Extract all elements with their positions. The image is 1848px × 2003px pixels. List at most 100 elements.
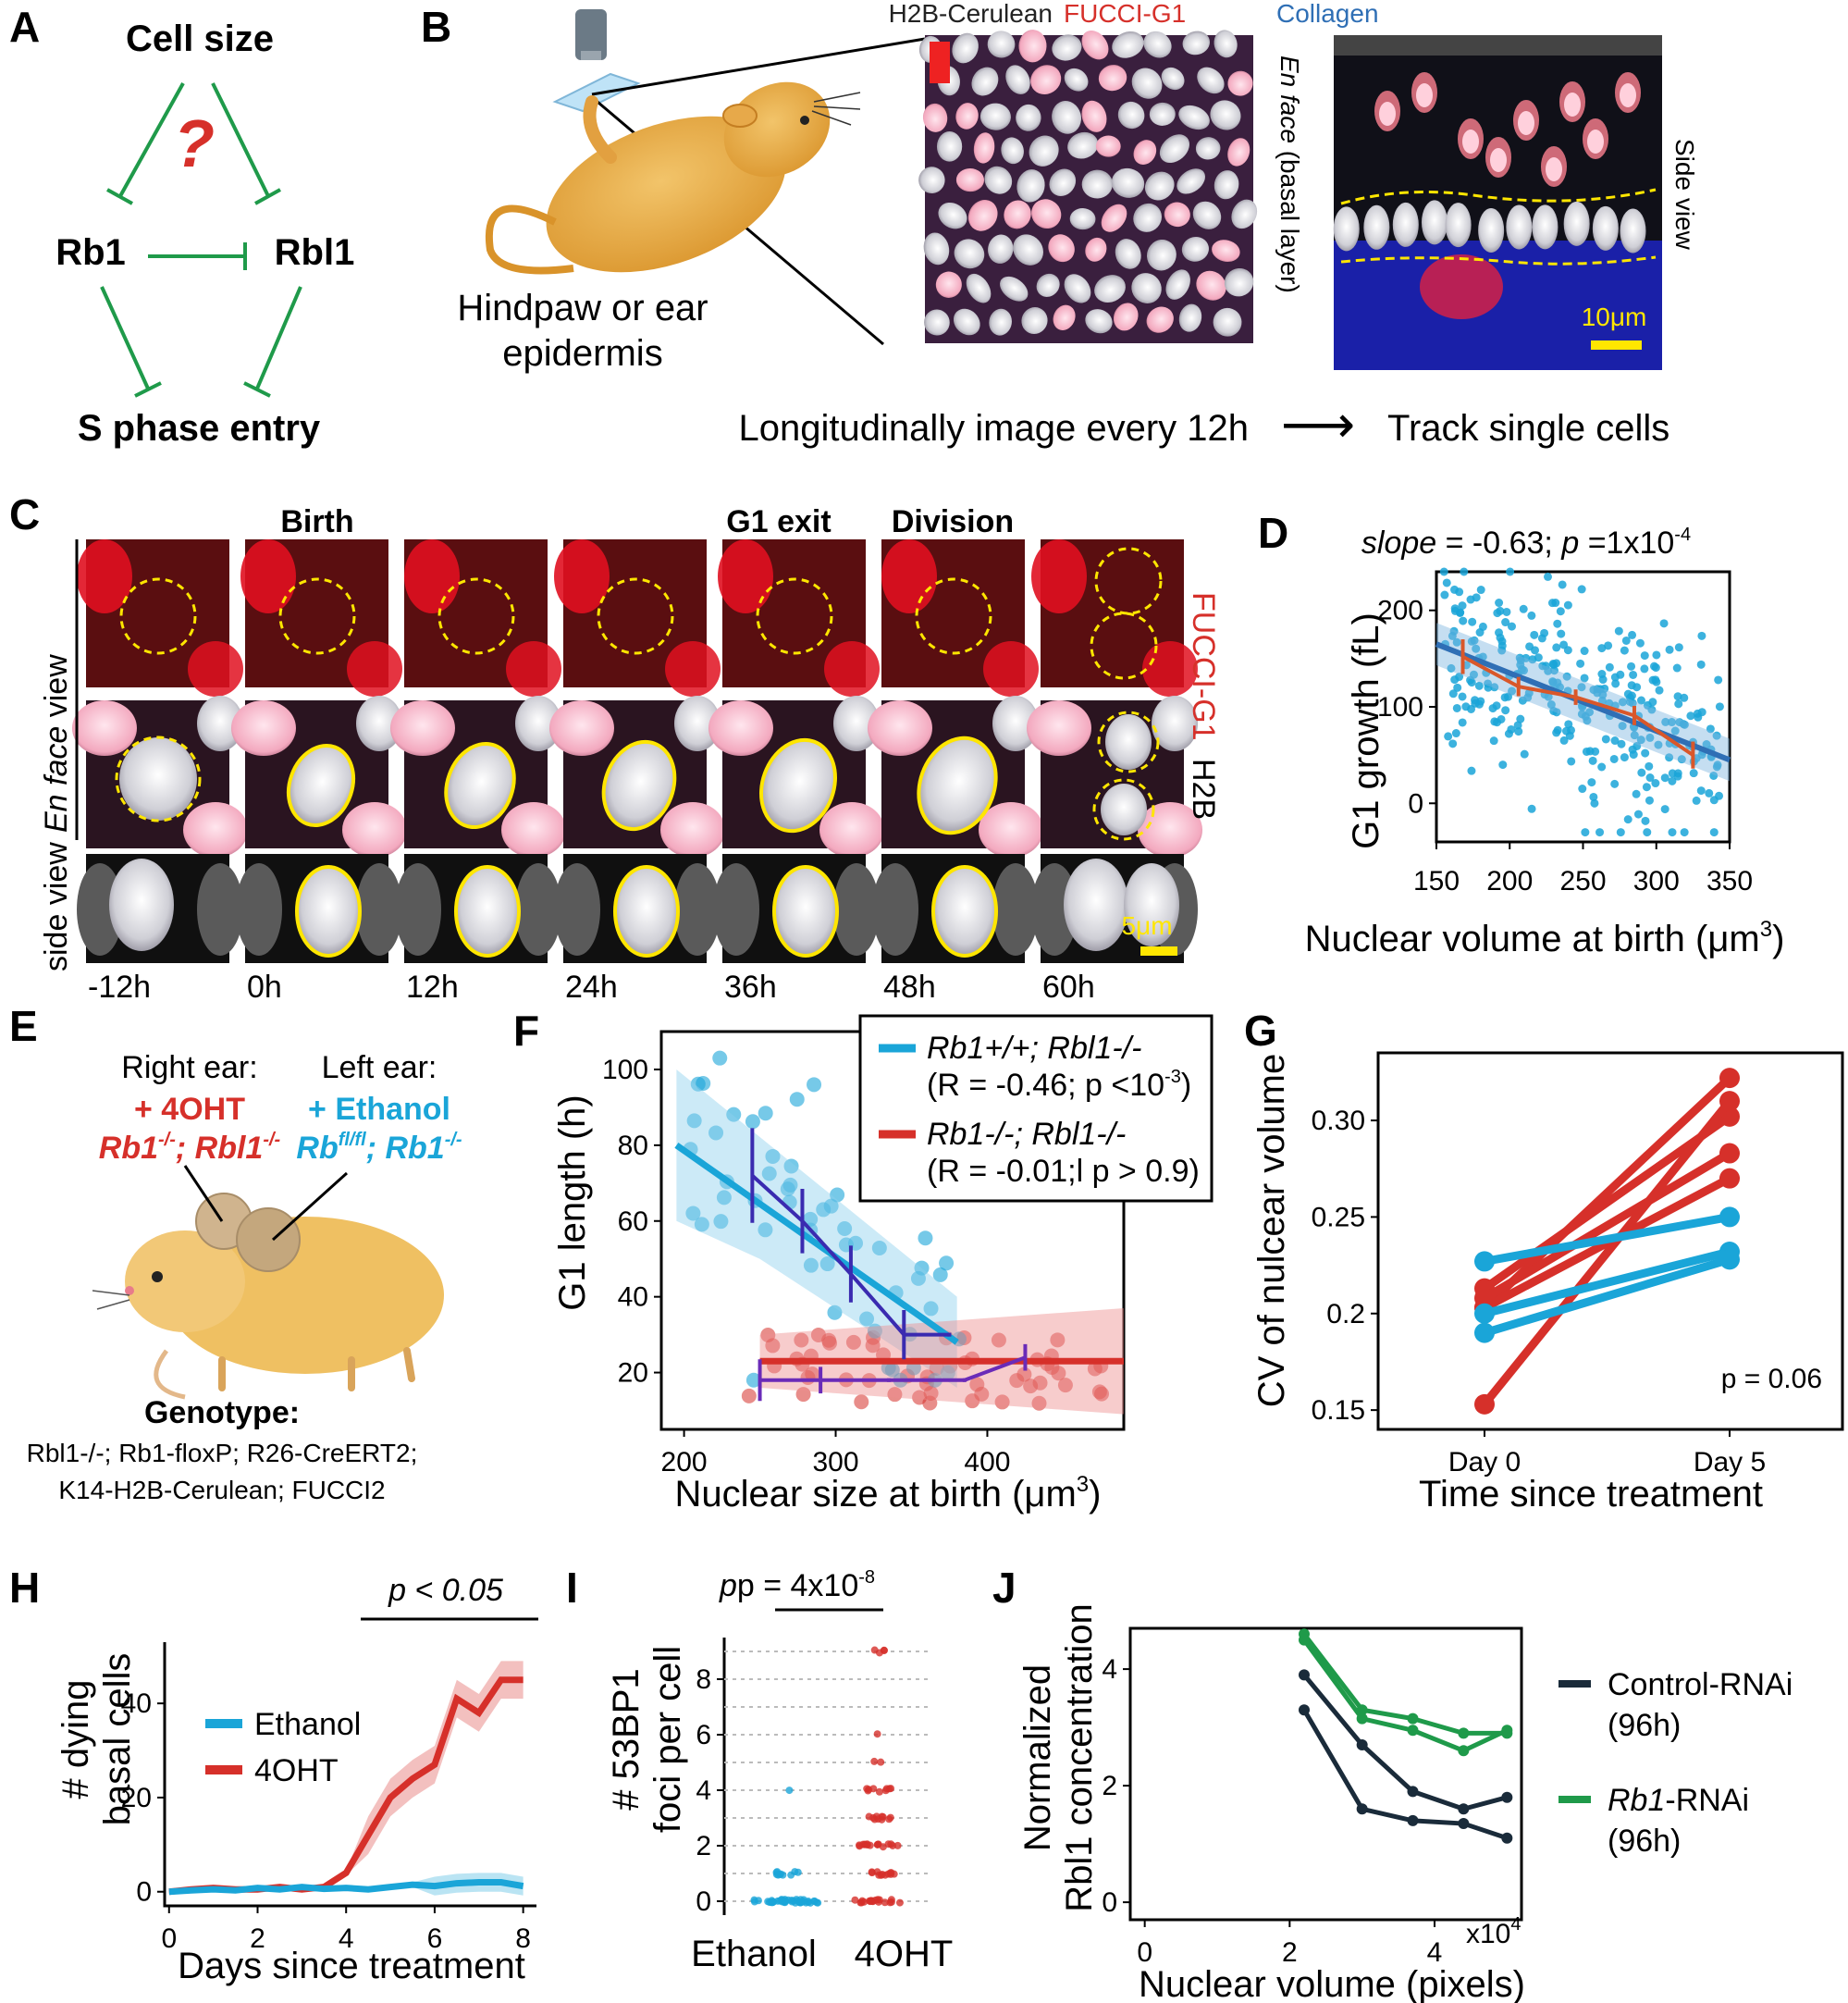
panel-d-title: slope = -0.63; p =1x10-4: [1361, 525, 1691, 561]
neighbor-nucleus: [992, 696, 1039, 751]
j-ylabel-bot: Rbl1 concentration: [1059, 1603, 1100, 1912]
d-point: [1641, 748, 1650, 758]
nucleus: [1165, 269, 1190, 300]
j-point: [1299, 1669, 1310, 1681]
d-point: [1553, 619, 1562, 628]
d-point: [1576, 659, 1585, 668]
d-point: [1589, 686, 1598, 695]
nucleus: [1144, 171, 1175, 201]
d-point: [1523, 693, 1533, 702]
d-point: [1562, 672, 1571, 681]
panel-d-label: D: [1258, 509, 1288, 557]
d-point: [1633, 810, 1643, 819]
track-caption: Track single cells: [1387, 408, 1669, 449]
d-point: [1628, 630, 1637, 639]
cell-outline: [1090, 612, 1158, 680]
i-point: [885, 1815, 893, 1824]
neighbor-nucleus: [183, 802, 248, 858]
cell-size-node: Cell size: [126, 19, 274, 59]
i-point: [895, 1898, 904, 1907]
d-point: [1514, 727, 1523, 736]
nucleus: [1231, 199, 1258, 229]
nucleus: [953, 308, 980, 336]
f-legend-1-name: Rb1+/+; Rbl1-/-: [927, 1031, 1141, 1066]
nucleus: [938, 202, 967, 229]
f-point-dko: [810, 1327, 826, 1342]
suprabasal-nucleus-core: [1490, 148, 1507, 172]
panel-j-label: J: [992, 1564, 1016, 1612]
neighbor-nucleus: [674, 696, 721, 751]
side-neighbor: [872, 863, 918, 956]
f-point-dko: [912, 1390, 928, 1405]
nucleus: [1005, 65, 1030, 94]
i-point: [875, 1787, 883, 1796]
j-xlabel: Nuclear volume (pixels): [1139, 1964, 1525, 2003]
d-point: [1442, 578, 1451, 587]
g-point: [1719, 1168, 1740, 1189]
tracked-nucleus: [119, 737, 197, 821]
d-point: [1530, 630, 1539, 639]
d-point: [1673, 692, 1682, 701]
nucleus: [1149, 102, 1176, 126]
f-point-dko: [795, 1387, 811, 1403]
f-point-dko: [965, 1393, 980, 1409]
d-point: [1680, 828, 1689, 837]
d-xtick-label: 350: [1706, 866, 1753, 896]
f-point-ctrl: [782, 1177, 798, 1193]
j-xtick-label: 2: [1282, 1937, 1298, 1968]
genotype-title: Genotype:: [144, 1395, 300, 1430]
time-label: 12h: [406, 970, 459, 1005]
nucleus: [1178, 105, 1210, 130]
d-point: [1675, 718, 1684, 727]
nucleus: [1195, 137, 1221, 160]
nucleus: [1000, 276, 1029, 302]
d-point: [1527, 611, 1536, 620]
d-point: [1452, 703, 1461, 712]
nucleus: [952, 32, 979, 64]
j-point: [1501, 1725, 1513, 1737]
d-point: [1455, 587, 1464, 597]
d-point: [1620, 646, 1629, 655]
d-point: [1618, 698, 1627, 707]
i-ylabel-top: # 53BP1: [606, 1668, 647, 1810]
time-lapse-grid: [72, 539, 1202, 963]
scale-label-c: 5μm: [1121, 911, 1172, 940]
d-point: [1632, 683, 1642, 692]
i-point: [880, 1646, 888, 1654]
d-point: [1538, 661, 1547, 671]
i-point: [865, 1812, 873, 1821]
d-xtick-label: 300: [1633, 866, 1680, 896]
d-point: [1548, 678, 1558, 687]
f-legend-2-name: Rb1-/-; Rbl1-/-: [927, 1117, 1126, 1152]
i-point: [881, 1898, 889, 1907]
g-xlabel: Time since treatment: [1419, 1474, 1763, 1515]
h-axes: [163, 1642, 536, 1908]
f-point-dko: [854, 1394, 869, 1410]
j-point: [1501, 1791, 1513, 1803]
tracked-nucleus: [759, 737, 837, 834]
f-point-ctrl: [708, 1125, 724, 1141]
tracked-nucleus: [601, 739, 677, 832]
time-label: 0h: [247, 970, 282, 1005]
f-ytick-label: 80: [618, 1131, 648, 1161]
side-view-label: Side view: [1670, 139, 1699, 251]
i-point: [877, 1758, 885, 1766]
f-point-ctrl: [694, 1217, 709, 1232]
panel-d: D slope = -0.63; p =1x10-4 150 200 250 300 3…: [1258, 509, 1784, 959]
d-point: [1451, 729, 1460, 738]
d-point: [1549, 707, 1558, 716]
suprabasal-nucleus-core: [1379, 102, 1396, 126]
d-point: [1466, 595, 1475, 604]
d-point: [1647, 705, 1657, 714]
f-point-ctrl: [837, 1220, 853, 1236]
d-point: [1640, 664, 1649, 674]
g-line-4OHT: [1481, 1098, 1733, 1407]
d-point: [1448, 689, 1458, 699]
d-point: [1544, 666, 1553, 675]
nucleus: [1115, 239, 1141, 269]
basal-nucleus: [1592, 205, 1619, 251]
nucleus: [955, 103, 979, 130]
j-frame: [1128, 1626, 1523, 1922]
panel-a: A Cell size ? Rb1 Rbl1 S phase entry: [9, 3, 354, 449]
d-point: [1559, 640, 1569, 649]
